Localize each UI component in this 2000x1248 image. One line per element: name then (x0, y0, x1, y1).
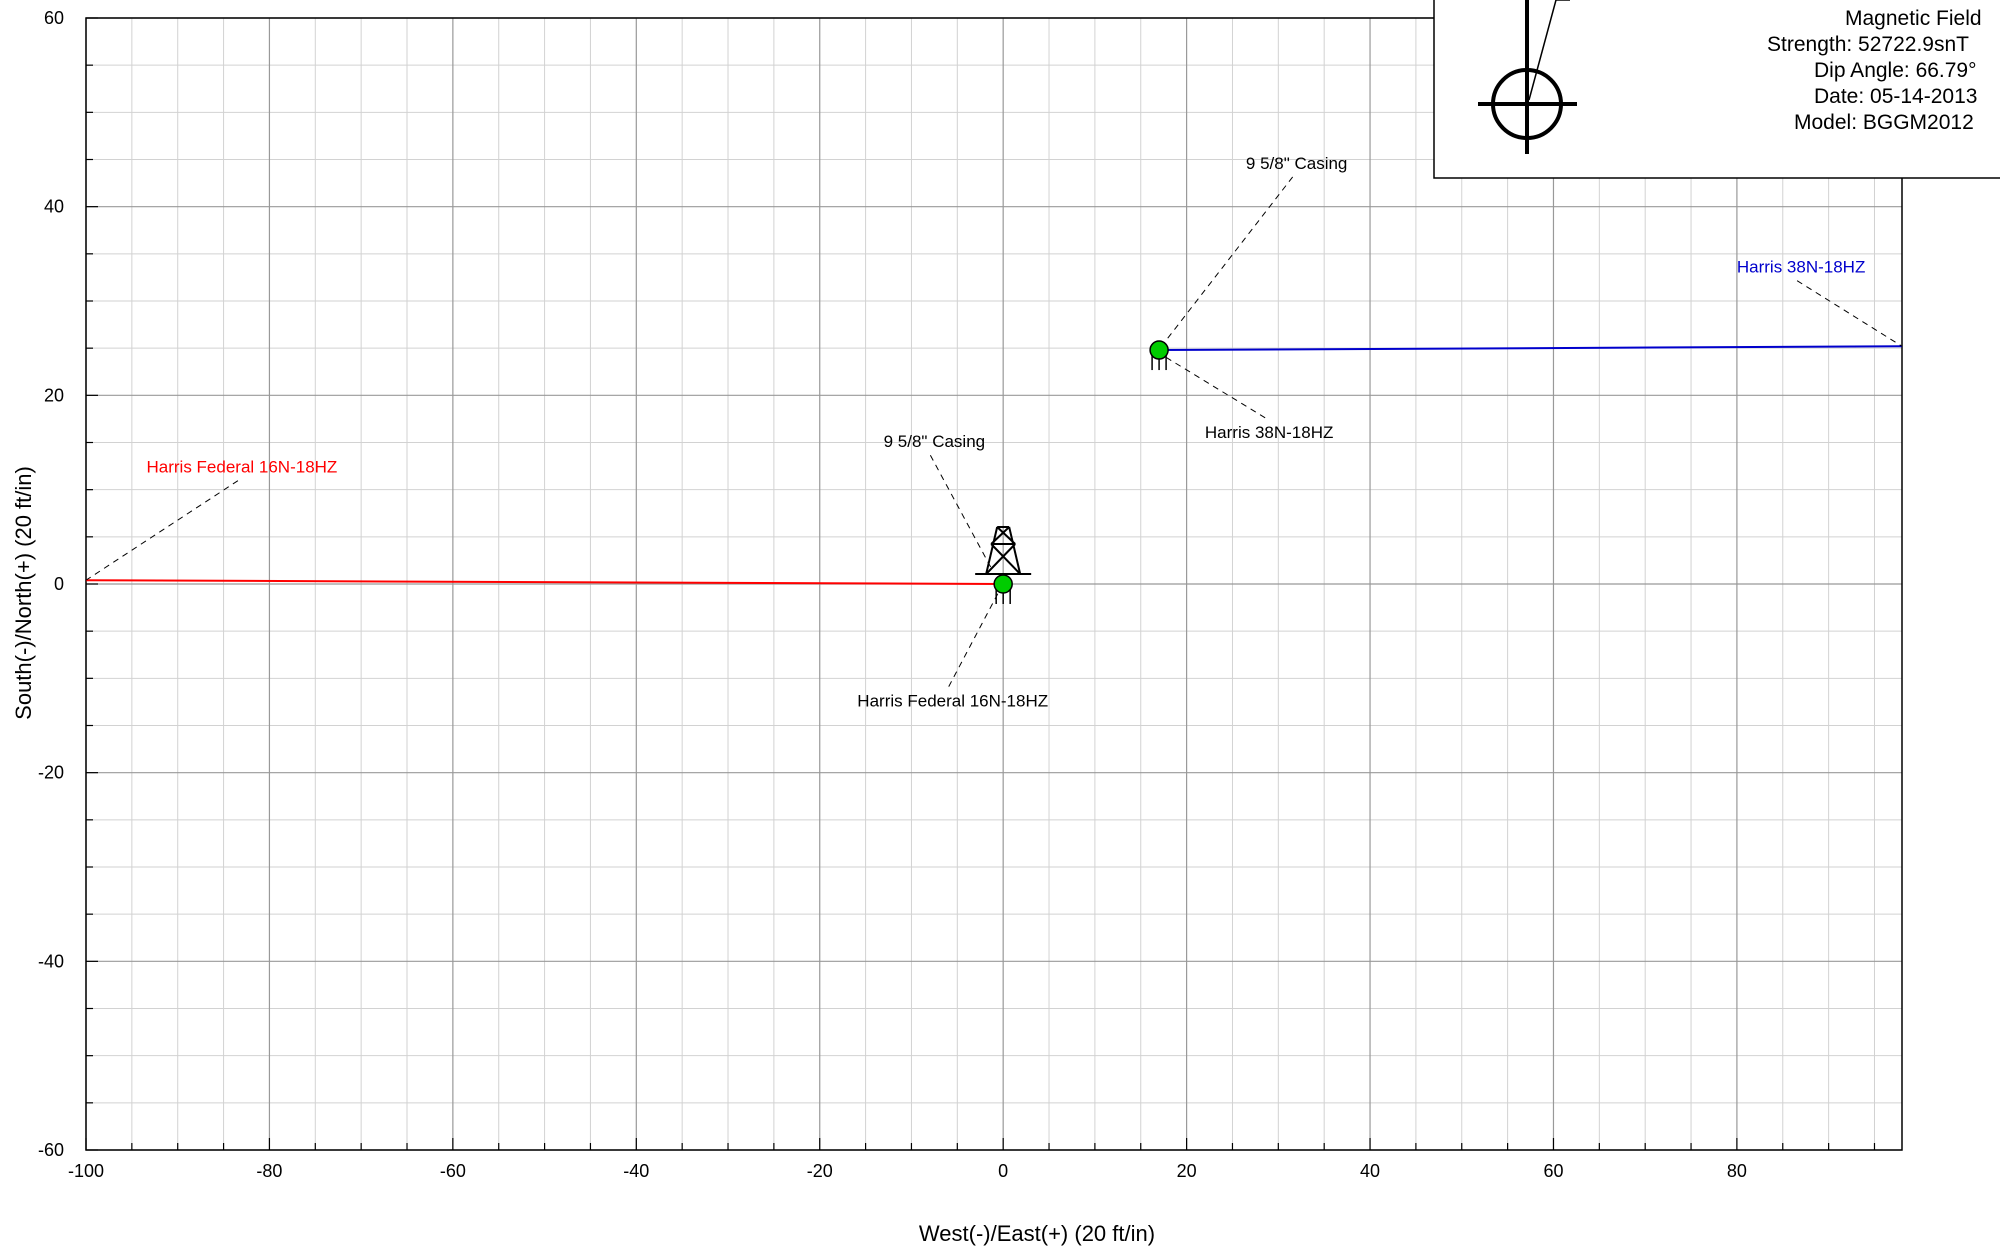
rig-layer (975, 526, 1032, 575)
legend-line-model: Model: BGGM2012 (1794, 111, 1974, 134)
x-tick-label: -100 (68, 1161, 104, 1181)
x-tick-label: 60 (1543, 1161, 1563, 1181)
annotation-label: Harris Federal 16N-18HZ (146, 458, 337, 477)
series-line (85, 579, 1004, 585)
y-tick-label: -40 (38, 951, 64, 971)
rig-stroke (1008, 526, 1022, 575)
series-layer (85, 345, 1903, 585)
y-axis-title: South(-)/North(+) (20 ft/in) (11, 466, 36, 720)
axis-ticks (85, 17, 1876, 1151)
annotation-leader (948, 588, 1001, 687)
magnetic-field-legend: Magnetic Field Strength: 52722.9snT Dip … (1433, 0, 2000, 179)
legend-line-title: Magnetic Field (1845, 7, 1982, 30)
x-tick-label: 80 (1727, 1161, 1747, 1181)
annotation-label: Harris 38N-18HZ (1737, 258, 1865, 277)
x-tick-label: -20 (807, 1161, 833, 1181)
annotation-layer: 9 5/8" Casing Harris Federal 16N-18HZ 9 5/… (85, 154, 1903, 711)
rig-stroke (996, 526, 1016, 545)
well-marker (993, 574, 1013, 604)
annotation-label: 9 5/8" Casing (884, 432, 986, 451)
x-axis-title: West(-)/East(+) (20 ft/in) (919, 1221, 1155, 1246)
annotation-leader (1166, 357, 1266, 419)
x-tick-label: 20 (1177, 1161, 1197, 1181)
tick-labels: -100 -80 -60 -40 -20 0 20 40 60 80 60 40 20 0 -20 -40 -6… (38, 8, 1747, 1181)
x-tick-label: 0 (998, 1161, 1008, 1181)
well-marker-dot (1149, 340, 1169, 360)
rig-stroke (985, 526, 999, 575)
y-tick-label: 60 (44, 8, 64, 28)
annotation-leader (1163, 176, 1294, 344)
x-tick-label: -80 (256, 1161, 282, 1181)
x-tick-label: -60 (440, 1161, 466, 1181)
x-tick-label: 40 (1360, 1161, 1380, 1181)
y-tick-label: 40 (44, 197, 64, 217)
annotation-leader (85, 480, 239, 581)
well-marker (1149, 340, 1169, 371)
annotation-label: Harris 38N-18HZ (1205, 423, 1333, 442)
y-tick-label: 20 (44, 385, 64, 405)
drilling-rig-icon (975, 526, 1032, 575)
annotation-leader (1796, 280, 1903, 347)
legend-line-strength: Strength: 52722.9snT (1767, 33, 1969, 56)
legend-line-date: Date: 05-14-2013 (1814, 85, 1977, 108)
annotation-leader (929, 454, 993, 571)
y-tick-label: 0 (54, 574, 64, 594)
y-tick-label: -60 (38, 1140, 64, 1160)
annotation-label: Harris Federal 16N-18HZ (857, 692, 1048, 711)
north-arrow-icon (1478, 0, 1577, 154)
annotation-label: 9 5/8" Casing (1246, 154, 1348, 173)
series-line (1159, 345, 1903, 352)
marker-layer (993, 340, 1169, 604)
rig-stroke (985, 543, 1016, 575)
x-tick-label: -40 (623, 1161, 649, 1181)
rig-stroke (990, 526, 1010, 545)
y-tick-label: -20 (38, 763, 64, 783)
well-marker-dot (993, 574, 1013, 594)
rig-stroke (990, 543, 1021, 575)
legend-line-dip-angle: Dip Angle: 66.79° (1814, 59, 1977, 82)
